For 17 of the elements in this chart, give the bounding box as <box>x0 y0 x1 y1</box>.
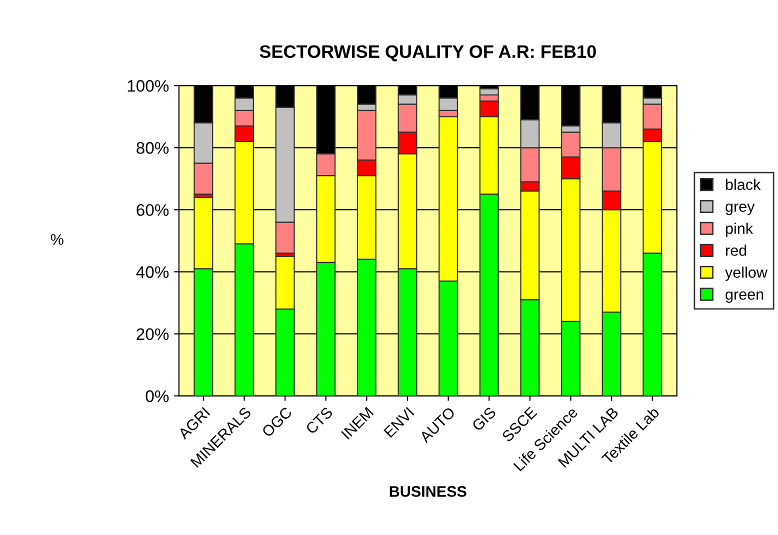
y-tick-label: 40% <box>136 266 169 278</box>
legend-label: green <box>726 291 764 303</box>
y-axis-title: % <box>50 234 64 245</box>
legend-label: grey <box>726 204 755 215</box>
chart-title: SECTORWISE QUALITY OF A.R: FEB10 <box>260 45 596 62</box>
legend-label: yellow <box>725 266 768 281</box>
legend-label: pink <box>726 222 754 237</box>
x-tick-label: GIS <box>471 406 497 432</box>
y-tick-label: 60% <box>136 204 169 216</box>
x-axis-title: BUSINESS <box>390 486 466 497</box>
y-tick-label: 0% <box>146 390 169 402</box>
legend-label: black <box>726 178 761 190</box>
y-tick-label: 80% <box>136 142 169 154</box>
x-tick-label: CTS <box>305 406 334 435</box>
legend-label: red <box>726 244 746 256</box>
y-tick-label: 100% <box>128 80 169 92</box>
y-tick-label: 20% <box>136 328 169 340</box>
